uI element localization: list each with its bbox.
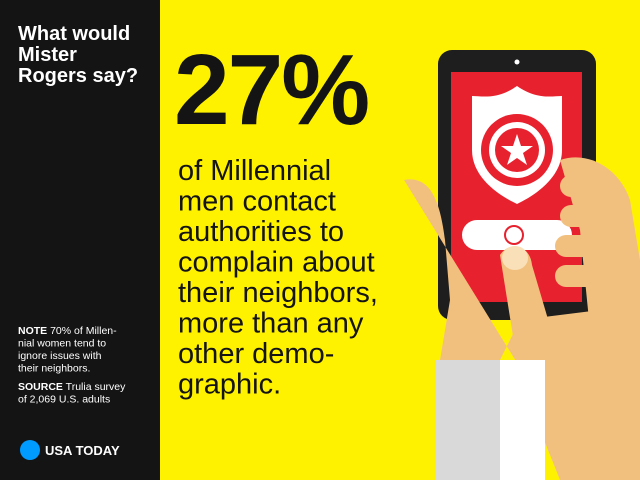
note-text: ignore issues with <box>18 350 102 362</box>
body-line: more than any <box>178 308 364 340</box>
note-line: nial women tend to <box>18 338 106 350</box>
source-line: of 2,069 U.S. adults <box>18 394 110 406</box>
note-text: their neighbors. <box>18 363 90 375</box>
body-line: their neighbors, <box>178 277 378 309</box>
note-text: 70% of Millen- <box>50 325 117 337</box>
source-text: Trulia survey <box>66 381 126 393</box>
source-label: SOURCE <box>18 381 63 393</box>
note-line: their neighbors. <box>18 363 90 375</box>
hand-illustration <box>404 157 640 480</box>
note-text: nial women tend to <box>18 338 106 350</box>
brand-name: USA TODAY <box>45 443 120 458</box>
title-line: What would <box>18 23 130 45</box>
side-panel <box>0 0 160 480</box>
title: What would Mister Rogers say? <box>18 23 138 87</box>
title-line: Rogers say? <box>18 65 138 87</box>
body-line: of Millennial <box>178 155 331 187</box>
body-line: graphic. <box>178 369 281 401</box>
source-text: of 2,069 U.S. adults <box>18 394 110 406</box>
title-line: Mister <box>18 44 77 66</box>
brand-dot <box>20 440 40 460</box>
body-line: other demo- <box>178 338 334 370</box>
note-line: ignore issues with <box>18 350 102 362</box>
note-label: NOTE <box>18 325 47 337</box>
body-line: men contact <box>178 186 336 218</box>
body-line: authorities to <box>178 216 344 248</box>
source-line: SOURCE Trulia survey <box>18 381 126 393</box>
headline-figure: 27% <box>174 34 368 146</box>
note: NOTE 70% of Millen-nial women tend toign… <box>18 325 126 406</box>
body-line: complain about <box>178 247 375 279</box>
brand: USA TODAY <box>20 440 120 460</box>
note-line: NOTE 70% of Millen- <box>18 325 117 337</box>
